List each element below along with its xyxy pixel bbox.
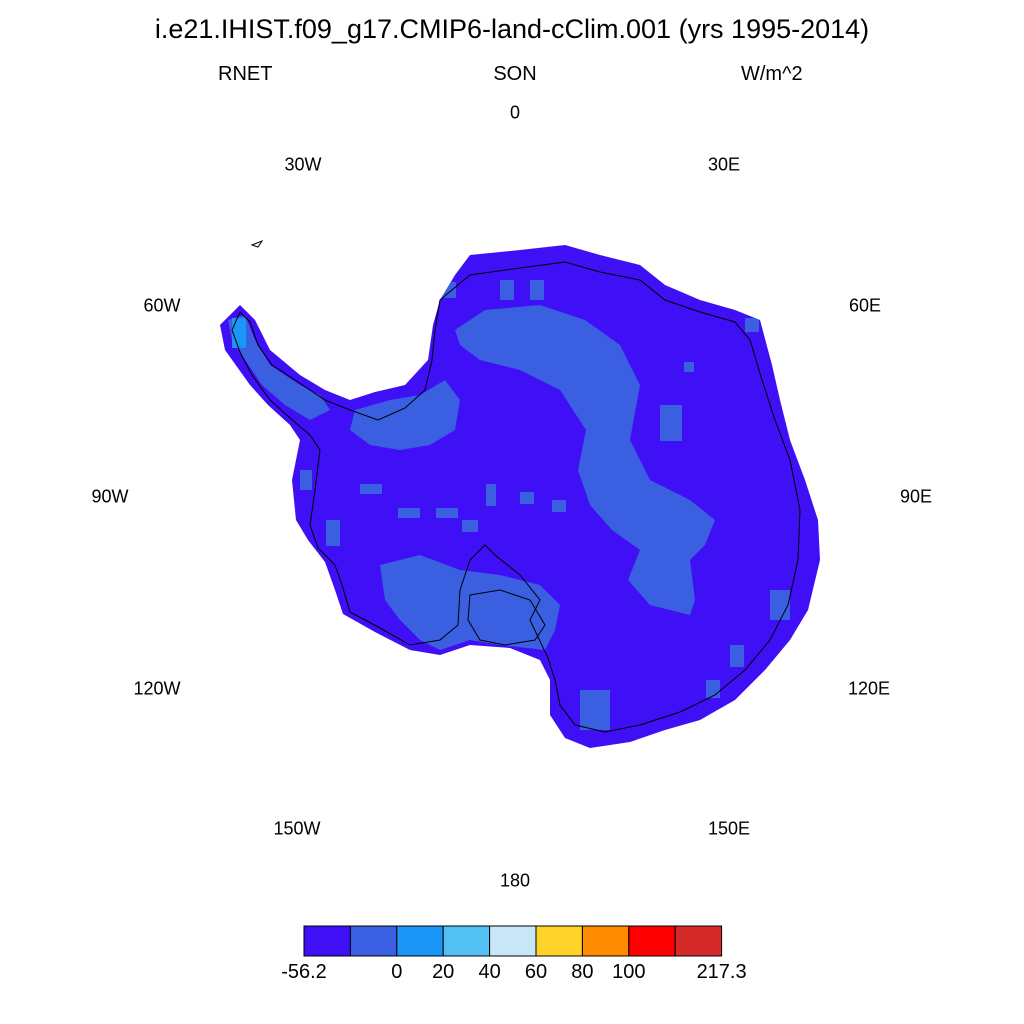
interior-band-south xyxy=(380,555,560,650)
lon-label-120w: 120W xyxy=(133,678,181,699)
colorbar-swatch xyxy=(303,925,351,957)
colorbar-tick-label: 80 xyxy=(571,961,594,983)
lon-label-90w: 90W xyxy=(91,486,129,507)
variable-label: RNET xyxy=(218,63,273,85)
colorbar-tick-label: 20 xyxy=(432,961,455,983)
lon-label-60w: 60W xyxy=(143,295,181,316)
lon-label-90e: 90E xyxy=(899,486,933,507)
plot-title: i.e21.IHIST.f09_g17.CMIP6-land-cClim.001… xyxy=(154,14,870,44)
peninsula-band xyxy=(228,315,330,420)
colorbar-tick-label: 217.3 xyxy=(696,961,747,983)
colorbar-tick-label: 100 xyxy=(612,961,646,983)
lon-label-0: 0 xyxy=(509,102,521,123)
colorbar-tick-label: -56.2 xyxy=(281,961,327,983)
season-label: SON xyxy=(493,63,537,85)
colorbar-swatch xyxy=(628,925,676,957)
colorbar-swatch xyxy=(349,925,398,957)
lon-label-30e: 30E xyxy=(707,154,741,175)
lon-label-150w: 150W xyxy=(273,818,321,839)
lon-label-120e: 120E xyxy=(847,678,891,699)
colorbar-swatch xyxy=(535,925,583,957)
colorbar-swatch xyxy=(442,925,491,957)
colorbar-tick-label: 60 xyxy=(524,961,548,983)
units-label: W/m^2 xyxy=(741,63,803,85)
colorbar-tick-label: 40 xyxy=(478,961,501,983)
coastline xyxy=(231,261,801,733)
ice-shelf-outline xyxy=(467,589,546,646)
colorbar-swatch xyxy=(396,925,444,957)
colorbar-swatch xyxy=(674,925,723,957)
lon-label-150e: 150E xyxy=(707,818,751,839)
interior-band-west xyxy=(350,380,460,450)
lon-label-60e: 60E xyxy=(848,295,882,316)
colorbar-swatch xyxy=(581,925,630,957)
grid-cells xyxy=(300,280,790,730)
colorbar-tick-label: 0 xyxy=(391,961,403,983)
colorbar-swatch xyxy=(489,925,537,957)
interior-band-east xyxy=(455,305,715,615)
island-outline xyxy=(250,239,264,248)
peninsula-light-patch xyxy=(232,318,246,348)
lon-label-180: 180 xyxy=(499,870,531,891)
lon-label-30w: 30W xyxy=(284,154,322,175)
colorbar xyxy=(303,925,723,957)
